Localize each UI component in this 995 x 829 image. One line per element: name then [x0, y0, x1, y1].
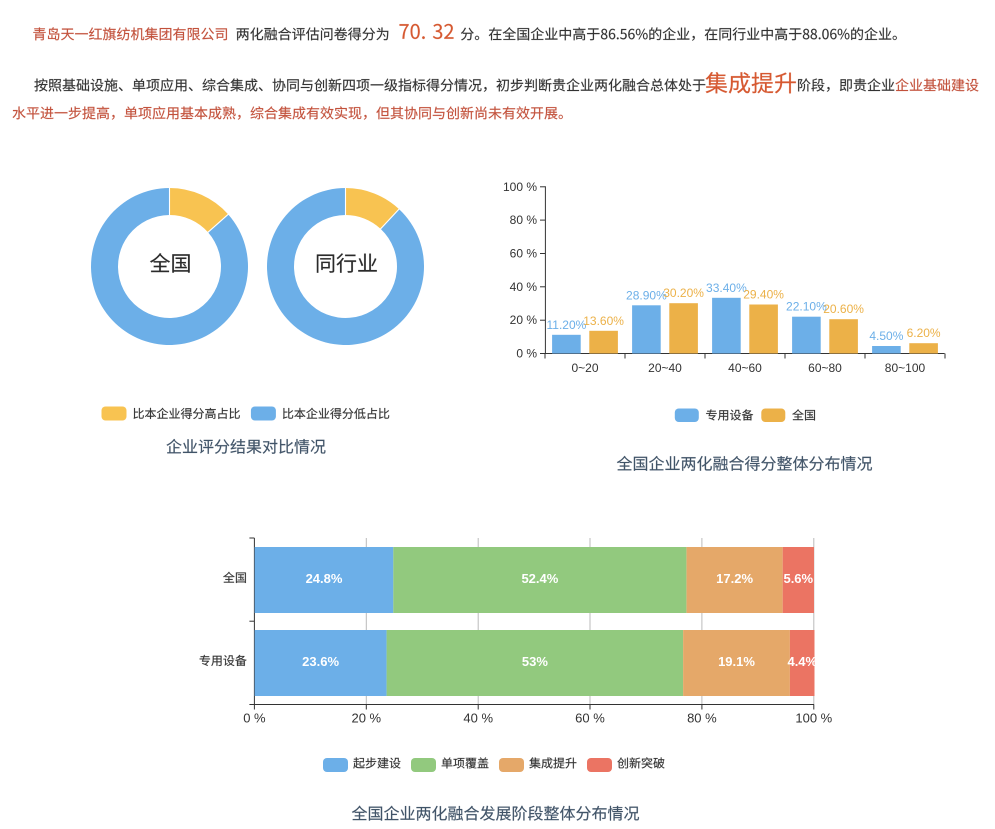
svg-text:80 %: 80 % — [687, 711, 717, 726]
svg-text:0 %: 0 % — [516, 347, 537, 361]
svg-text:24.8%: 24.8% — [306, 571, 343, 586]
svg-text:40 %: 40 % — [510, 280, 538, 294]
svg-text:53%: 53% — [522, 654, 548, 669]
svg-text:20~40: 20~40 — [648, 361, 682, 375]
svg-text:19.1%: 19.1% — [718, 654, 755, 669]
svg-text:40 %: 40 % — [463, 711, 493, 726]
svg-text:17.2%: 17.2% — [716, 571, 753, 586]
svg-text:13.60%: 13.60% — [583, 314, 624, 328]
svg-text:0 %: 0 % — [243, 711, 266, 726]
svg-text:6.20%: 6.20% — [907, 326, 941, 340]
svg-text:80~100: 80~100 — [885, 361, 926, 375]
svg-text:20 %: 20 % — [510, 313, 538, 327]
svg-text:22.10%: 22.10% — [786, 300, 827, 314]
svg-text:4.50%: 4.50% — [869, 329, 903, 343]
svg-text:4.4%: 4.4% — [787, 654, 817, 669]
svg-text:80 %: 80 % — [510, 213, 538, 227]
svg-text:20 %: 20 % — [351, 711, 381, 726]
svg-text:11.20%: 11.20% — [546, 318, 586, 332]
svg-text:52.4%: 52.4% — [521, 571, 558, 586]
svg-text:60~80: 60~80 — [808, 361, 842, 375]
svg-text:60 %: 60 % — [575, 711, 605, 726]
svg-text:5.6%: 5.6% — [783, 571, 813, 586]
svg-text:0~20: 0~20 — [571, 361, 598, 375]
svg-text:20.60%: 20.60% — [823, 302, 864, 316]
svg-text:100 %: 100 % — [503, 180, 537, 194]
svg-text:29.40%: 29.40% — [743, 288, 784, 302]
svg-text:100 %: 100 % — [795, 711, 832, 726]
svg-text:28.90%: 28.90% — [626, 288, 667, 302]
svg-text:30.20%: 30.20% — [663, 286, 704, 300]
svg-text:40~60: 40~60 — [728, 361, 762, 375]
svg-text:60 %: 60 % — [510, 247, 538, 261]
svg-text:33.40%: 33.40% — [706, 281, 747, 295]
svg-text:23.6%: 23.6% — [302, 654, 339, 669]
